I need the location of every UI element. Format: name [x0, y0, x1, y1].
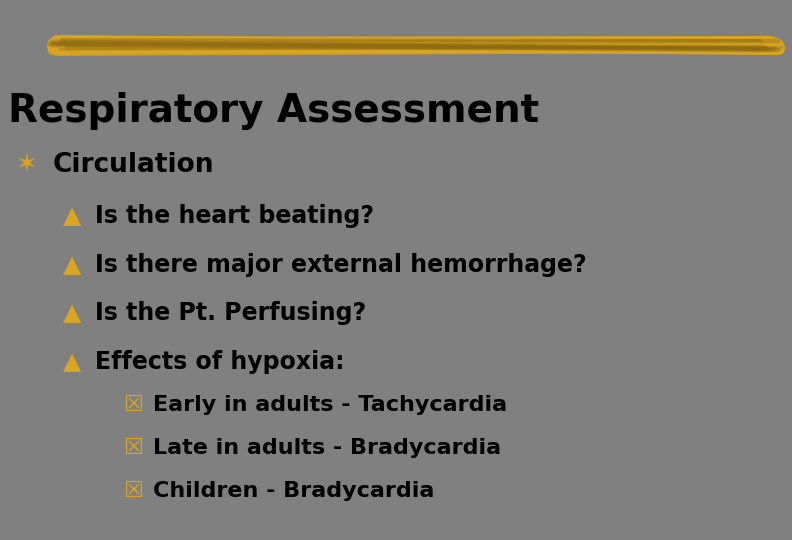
Text: Is the Pt. Perfusing?: Is the Pt. Perfusing?	[95, 301, 366, 325]
Text: Children - Bradycardia: Children - Bradycardia	[153, 481, 434, 502]
Text: Late in adults - Bradycardia: Late in adults - Bradycardia	[153, 438, 501, 458]
Text: Is there major external hemorrhage?: Is there major external hemorrhage?	[95, 253, 587, 276]
Text: Early in adults - Tachycardia: Early in adults - Tachycardia	[153, 395, 507, 415]
Text: ▲: ▲	[63, 204, 82, 228]
Text: ▲: ▲	[63, 301, 82, 325]
Text: ☒: ☒	[123, 395, 143, 415]
Text: ☒: ☒	[123, 481, 143, 502]
Text: Respiratory Assessment: Respiratory Assessment	[8, 92, 539, 130]
Text: ▲: ▲	[63, 350, 82, 374]
Text: Circulation: Circulation	[52, 152, 214, 178]
Text: ✶: ✶	[16, 152, 38, 178]
Text: ☒: ☒	[123, 438, 143, 458]
Text: Is the heart beating?: Is the heart beating?	[95, 204, 374, 228]
Text: Effects of hypoxia:: Effects of hypoxia:	[95, 350, 345, 374]
Text: ▲: ▲	[63, 253, 82, 276]
